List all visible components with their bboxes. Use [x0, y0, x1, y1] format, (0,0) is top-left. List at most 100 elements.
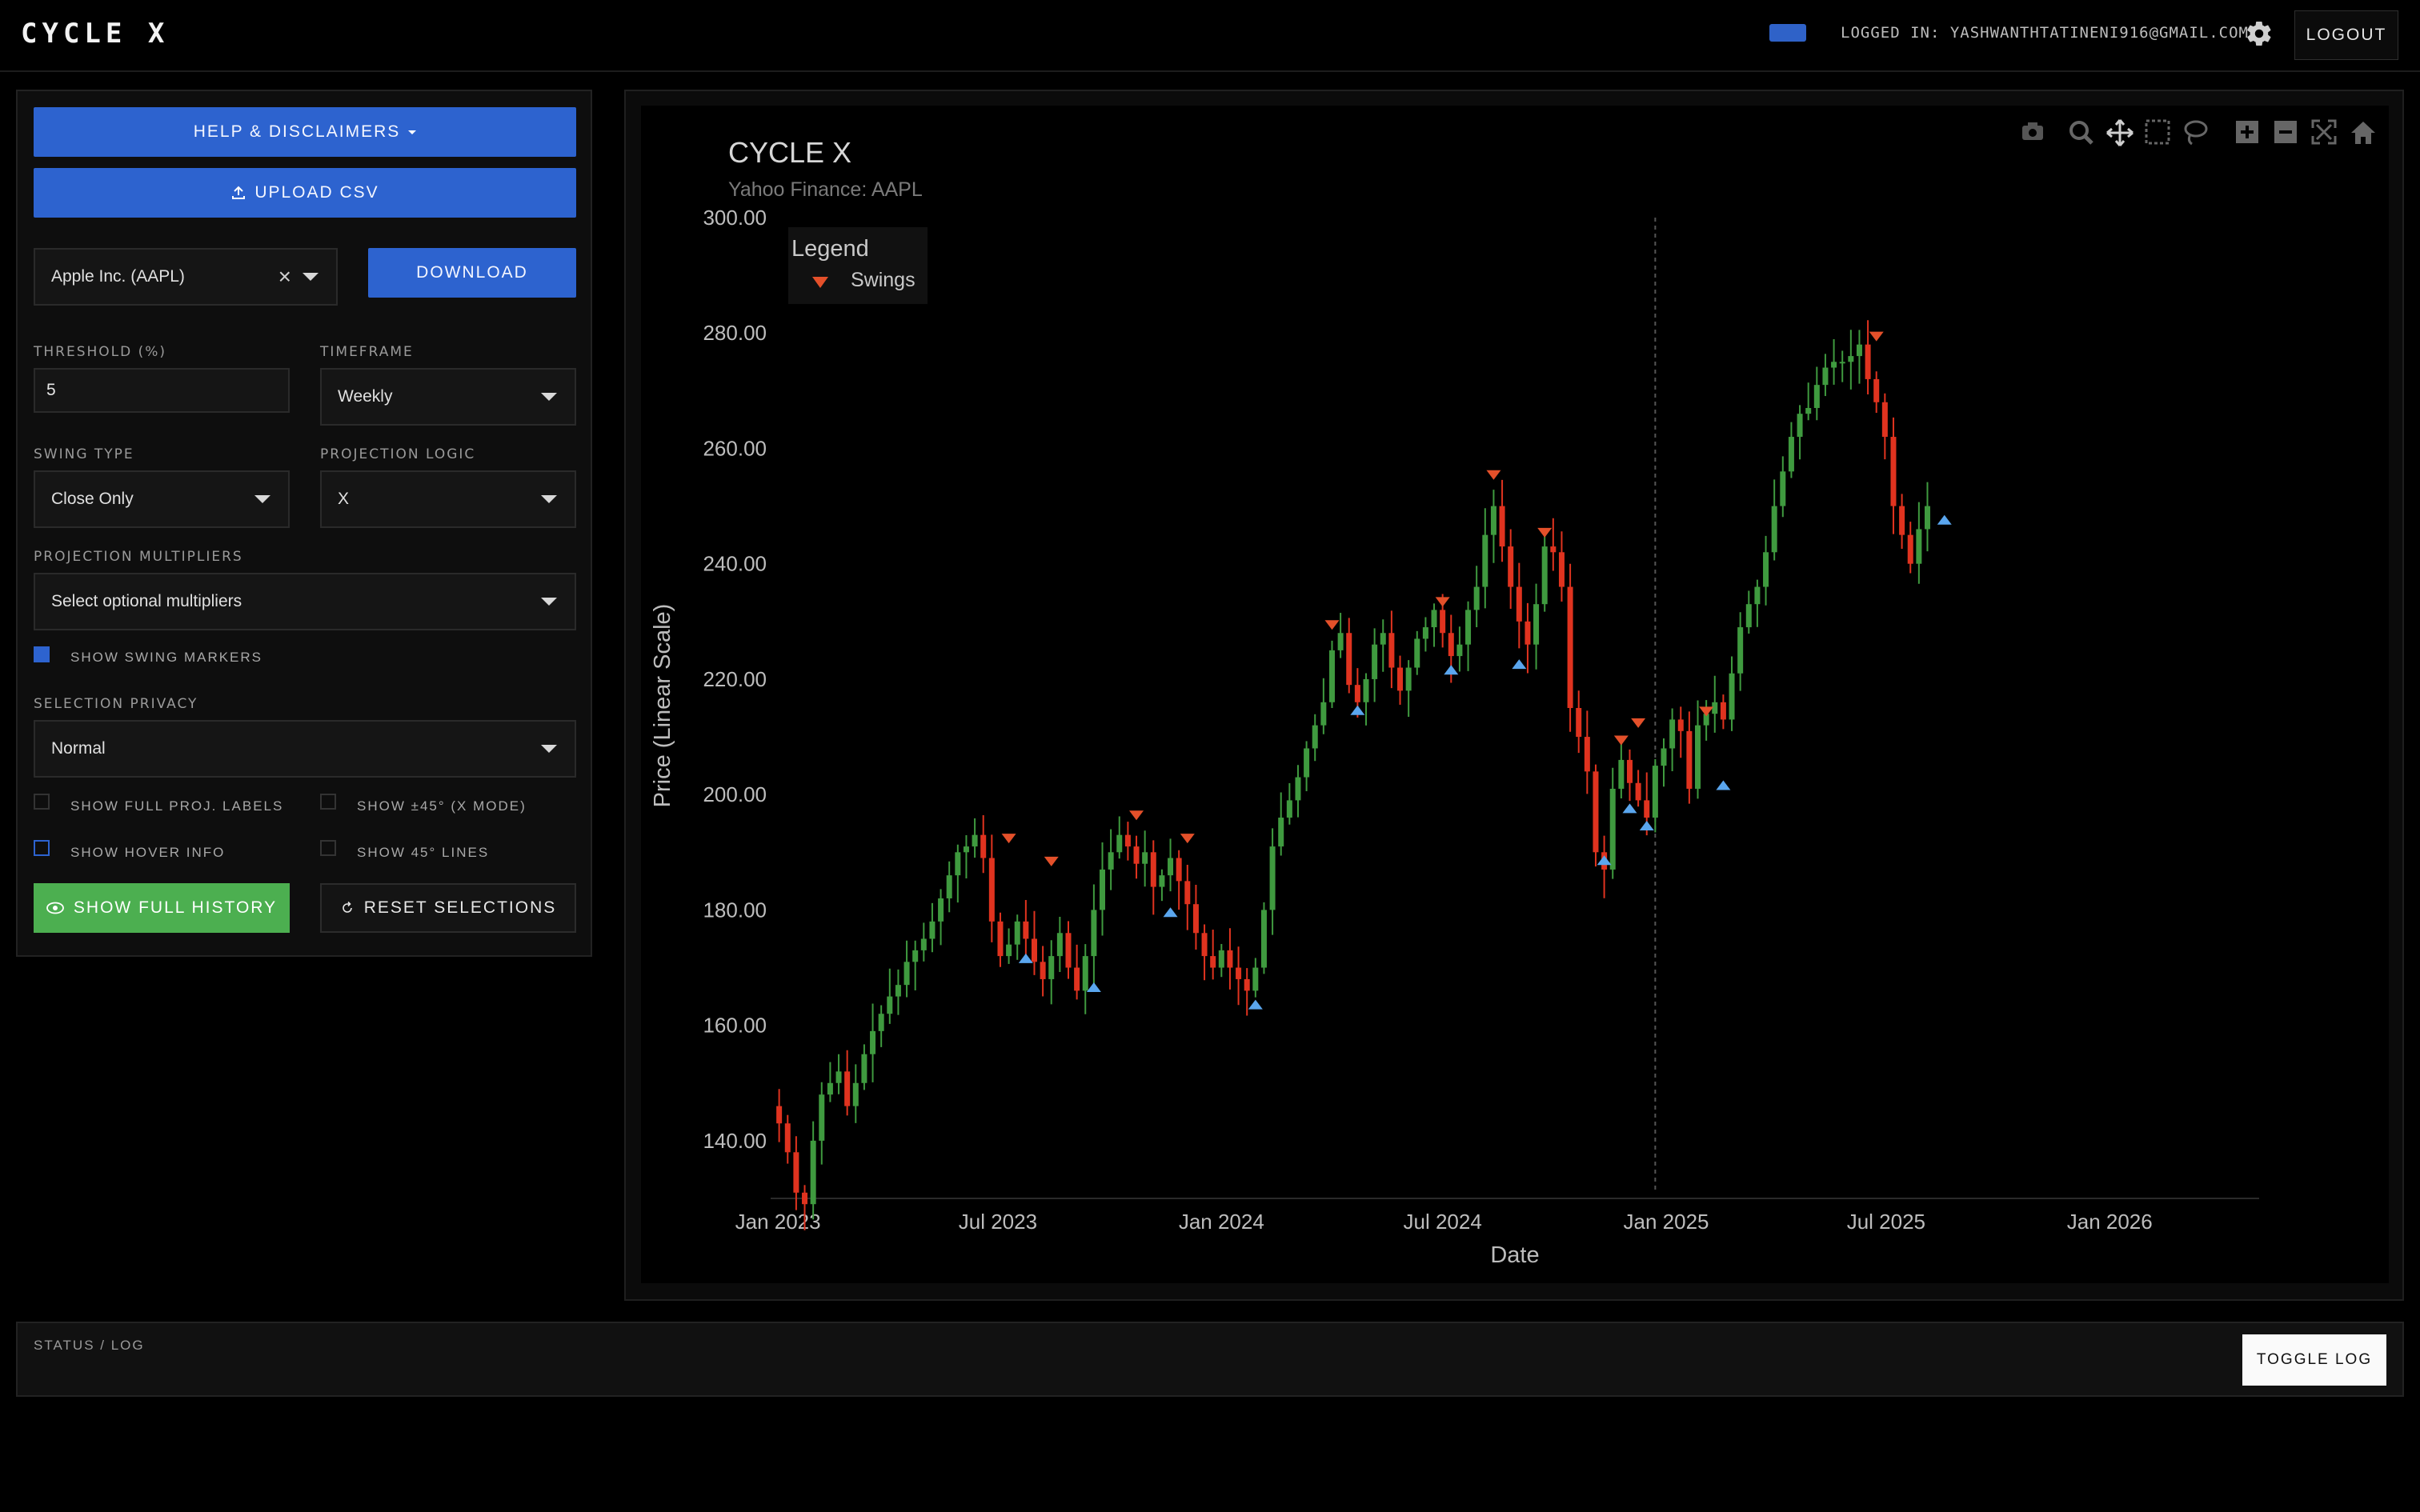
upload-csv-button[interactable]: UPLOAD CSV — [34, 168, 576, 218]
candle — [1593, 764, 1599, 867]
help-disclaimers-button[interactable]: HELP & DISCLAIMERS — [34, 107, 576, 157]
candle — [1490, 490, 1496, 563]
autoscale-icon[interactable] — [2311, 119, 2337, 145]
theme-toggle[interactable] — [1769, 24, 1806, 42]
show-45-lines-label: SHOW 45° LINES — [357, 845, 490, 860]
swing-low-marker — [1639, 821, 1654, 831]
show-hover-info-checkbox[interactable] — [34, 840, 50, 856]
candle — [887, 968, 893, 1024]
logout-button[interactable]: LOGOUT — [2294, 10, 2398, 60]
y-tick-label: 240.00 — [703, 552, 767, 576]
candle — [1278, 792, 1284, 856]
candle — [1907, 522, 1913, 574]
candle — [1422, 617, 1428, 652]
swing-low-marker — [1716, 780, 1731, 790]
candle — [1201, 924, 1208, 981]
show-full-proj-labels-checkbox[interactable] — [34, 794, 50, 810]
candle — [1626, 749, 1633, 802]
candle — [1797, 405, 1803, 460]
candle — [1839, 350, 1845, 382]
x-axis-label: Date — [1490, 1242, 1539, 1268]
modebar[interactable] — [2022, 119, 2375, 146]
candle — [1499, 479, 1505, 562]
candle — [827, 1062, 833, 1102]
candle — [1252, 958, 1259, 998]
refresh-icon — [342, 901, 352, 913]
candle — [1372, 628, 1378, 702]
logged-in-label: LOGGED IN: YASHWANTHTATINENI916@GMAIL.CO… — [1841, 24, 2249, 42]
candle — [1525, 602, 1531, 674]
show-full-history-button[interactable]: SHOW FULL HISTORY — [34, 883, 290, 933]
eye-icon — [46, 902, 64, 914]
swing-type-value: Close Only — [51, 490, 134, 508]
candle — [1150, 840, 1156, 915]
reset-selections-button[interactable]: RESET SELECTIONS — [320, 883, 576, 933]
zoom-icon[interactable] — [2069, 121, 2093, 145]
swing-low-marker — [1444, 665, 1459, 675]
show-swing-markers-checkbox[interactable] — [34, 646, 50, 662]
candle — [1541, 530, 1548, 612]
candle — [1745, 590, 1752, 634]
swing-high-marker — [1869, 331, 1884, 342]
chart-background — [641, 106, 2389, 1283]
candle — [1023, 899, 1029, 960]
upload-icon — [232, 186, 246, 199]
threshold-input[interactable]: 5 — [34, 368, 290, 413]
y-tick-label: 180.00 — [703, 898, 767, 922]
ticker-select[interactable]: Apple Inc. (AAPL) × — [34, 248, 338, 306]
candle — [1703, 700, 1709, 741]
show-45-lines-checkbox[interactable] — [320, 840, 336, 856]
projection-logic-select[interactable]: X — [320, 470, 576, 528]
candle — [1380, 619, 1386, 672]
candle — [1328, 640, 1335, 709]
swing-low-marker — [1248, 999, 1263, 1010]
y-tick-label: 160.00 — [703, 1014, 767, 1038]
zoom-out-icon[interactable] — [2274, 121, 2297, 143]
swing-low-marker — [1086, 982, 1101, 992]
candle — [1763, 535, 1769, 606]
privacy-select[interactable]: Normal — [34, 720, 576, 778]
toggle-log-button[interactable]: TOGGLE LOG — [2242, 1334, 2386, 1386]
pan-icon[interactable] — [2106, 119, 2134, 146]
candle — [852, 1064, 859, 1123]
camera-icon[interactable] — [2022, 122, 2043, 140]
candle — [955, 844, 961, 903]
gear-icon[interactable] — [2245, 19, 2274, 48]
candle — [1482, 508, 1488, 609]
app-brand: CYCLE X — [21, 18, 170, 50]
candle — [1550, 518, 1557, 571]
show-45-x-checkbox[interactable] — [320, 794, 336, 810]
candle — [1405, 660, 1412, 717]
x-tick-label: Jul 2025 — [1847, 1210, 1925, 1234]
multipliers-select[interactable]: Select optional multipliers — [34, 573, 576, 630]
show-full-history-label: SHOW FULL HISTORY — [73, 898, 278, 917]
candle — [1397, 655, 1404, 705]
zoom-in-icon[interactable] — [2236, 121, 2258, 143]
candle — [1516, 562, 1522, 649]
chevron-down-icon — [541, 598, 557, 606]
candle — [980, 815, 987, 874]
candle — [793, 1136, 799, 1210]
candle — [1899, 494, 1905, 550]
top-bar: CYCLE X LOGGED IN: YASHWANTHTATINENI916@… — [0, 0, 2420, 72]
candle — [1856, 330, 1862, 384]
legend-title: Legend — [791, 236, 869, 262]
lasso-select-icon[interactable] — [2184, 120, 2208, 146]
candle — [1737, 612, 1744, 691]
candle — [1669, 708, 1676, 772]
timeframe-select[interactable]: Weekly — [320, 368, 576, 426]
download-button[interactable]: DOWNLOAD — [368, 248, 576, 298]
chart-title: CYCLE X — [728, 136, 851, 169]
timeframe-label: TIMEFRAME — [320, 344, 414, 360]
price-chart[interactable]: CYCLE X Yahoo Finance: AAPL 140.00 160.00… — [641, 106, 2389, 1283]
candle — [1473, 566, 1480, 628]
candle — [835, 1054, 842, 1094]
clear-icon[interactable]: × — [278, 264, 291, 289]
swing-type-select[interactable]: Close Only — [34, 470, 290, 528]
legend[interactable]: Legend Swings — [788, 227, 928, 304]
box-select-icon[interactable] — [2145, 119, 2170, 145]
home-icon[interactable] — [2351, 122, 2375, 144]
candle — [1881, 393, 1888, 460]
candle — [1346, 618, 1352, 694]
help-label: HELP & DISCLAIMERS — [193, 122, 401, 141]
